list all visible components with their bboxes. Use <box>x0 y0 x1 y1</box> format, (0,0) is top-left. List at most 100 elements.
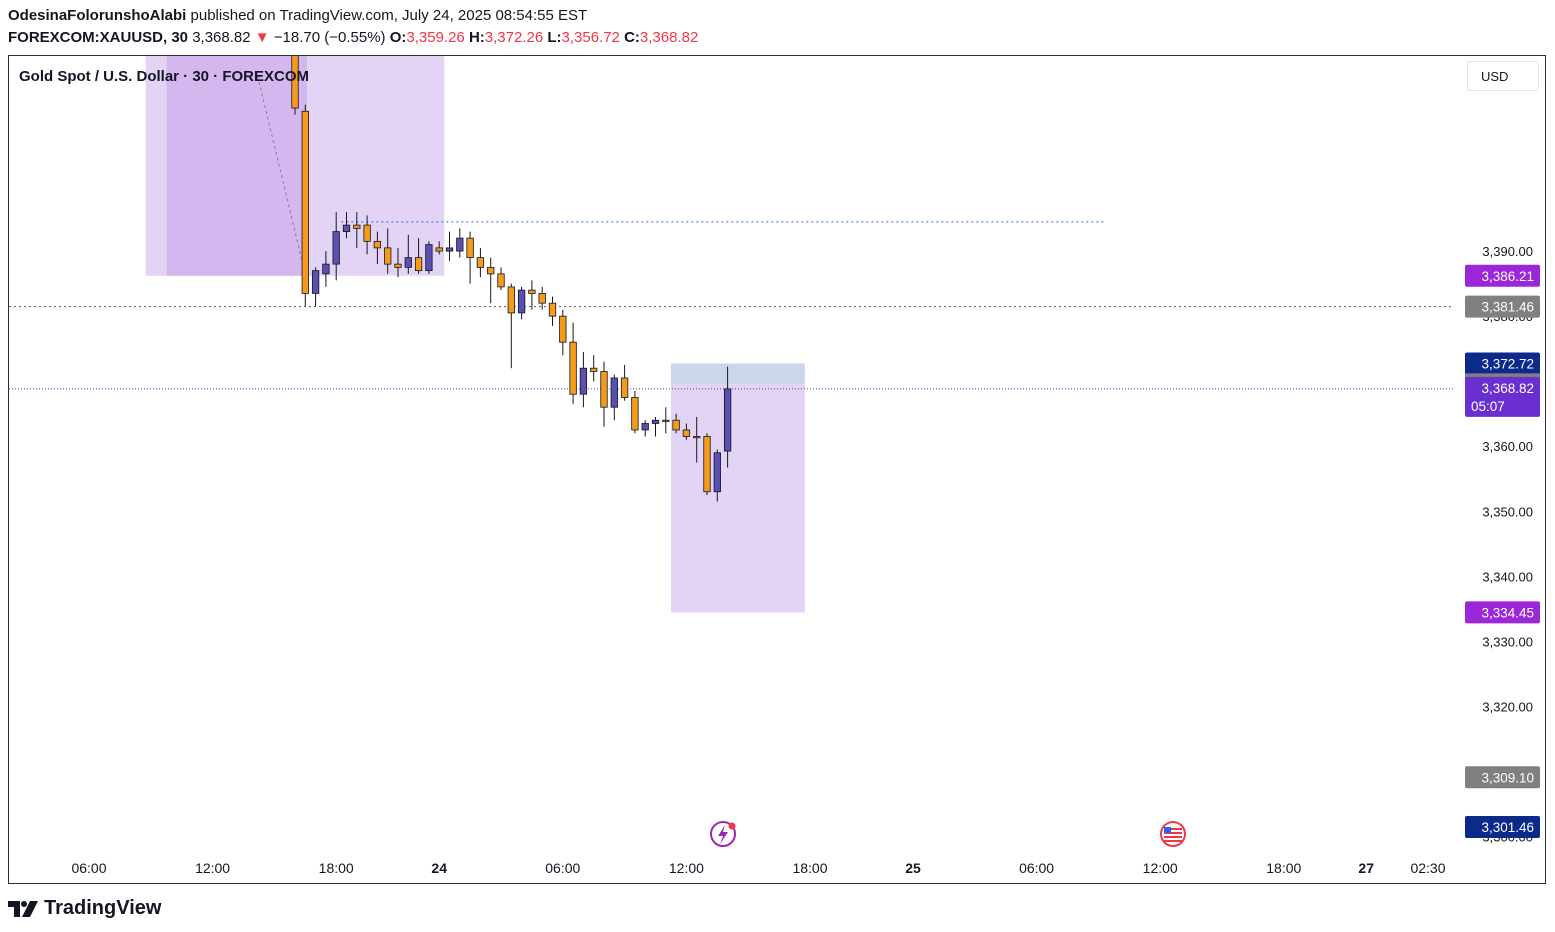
candle <box>528 280 536 310</box>
chart-frame[interactable]: 3,390.003,380.003,360.003,350.003,340.00… <box>8 55 1546 884</box>
candle <box>651 416 660 437</box>
candle <box>507 283 515 369</box>
candle <box>579 351 588 408</box>
low-value: 3,356.72 <box>561 29 620 46</box>
price-label-bg <box>1465 264 1540 287</box>
candle <box>322 251 330 287</box>
candle <box>476 247 485 278</box>
price-label-bg <box>1465 295 1540 318</box>
candle-body <box>662 419 670 422</box>
candle <box>384 228 392 274</box>
candle-body <box>394 263 402 268</box>
candle-body <box>363 224 371 242</box>
x-tick-label: 12:00 <box>669 860 704 876</box>
y-tick-label: 3,330.00 <box>1482 634 1533 649</box>
countdown-label: 05:07 <box>1471 399 1505 414</box>
x-tick-label: 06:00 <box>1019 860 1054 876</box>
symbol-info: FOREXCOM:XAUUSD, 30 3,368.82 ▼ −18.70 (−… <box>8 29 698 46</box>
last-price: 3,368.82 <box>192 29 251 46</box>
candle-body <box>497 273 505 288</box>
candle <box>693 416 701 463</box>
chart-title: Gold Spot / U.S. Dollar · 30 · FOREXCOM <box>19 68 310 85</box>
candle <box>631 390 639 434</box>
candle-body <box>682 429 691 437</box>
candle <box>435 241 443 255</box>
candle-body <box>641 423 649 431</box>
candle-body <box>456 237 464 252</box>
candle-body <box>579 367 588 395</box>
candle-body <box>425 244 433 272</box>
y-tick-label: 3,360.00 <box>1482 439 1533 454</box>
candle-body <box>404 257 412 268</box>
candle-body <box>528 289 536 294</box>
x-tick-label: 24 <box>431 860 447 876</box>
candle-body <box>322 263 330 275</box>
candle <box>353 212 361 248</box>
candle <box>414 238 423 274</box>
candle <box>487 257 495 304</box>
lightning-event-icon[interactable] <box>710 821 736 847</box>
x-tick-label: 02:30 <box>1410 860 1445 876</box>
candle-body <box>435 247 443 252</box>
candle <box>404 234 412 274</box>
x-tick-label: 18:00 <box>319 860 354 876</box>
candle <box>517 286 526 320</box>
candle <box>445 231 454 261</box>
candle <box>713 449 721 502</box>
close-label: C: <box>624 29 640 46</box>
open-label: O: <box>389 29 407 46</box>
price-label: 3,309.10 <box>1481 770 1534 785</box>
candle <box>425 241 433 274</box>
x-tick-label: 18:00 <box>792 860 827 876</box>
tradingview-logo-icon <box>8 900 38 917</box>
candle-body <box>620 377 629 398</box>
candle-body <box>559 315 567 343</box>
candle-body <box>590 367 598 372</box>
x-tick-label: 27 <box>1358 860 1374 876</box>
candle <box>662 407 670 434</box>
high-value: 3,372.26 <box>484 29 544 46</box>
candle-body <box>311 270 320 294</box>
candle-body <box>414 257 423 272</box>
candle <box>342 212 351 239</box>
tradingview-logo[interactable]: TradingView <box>8 897 161 920</box>
candle <box>559 309 567 356</box>
candle <box>590 355 598 382</box>
candle-body <box>610 377 618 408</box>
price-label-bg <box>1465 815 1540 838</box>
candle <box>466 231 474 284</box>
candle <box>538 286 546 310</box>
candle-body <box>353 224 361 229</box>
candle-body <box>538 292 546 304</box>
author-name[interactable]: OdesinaFolorunshoAlabi <box>8 7 187 24</box>
high-label: H: <box>468 29 485 46</box>
x-tick-label: 06:00 <box>71 860 106 876</box>
candle-body <box>548 302 557 317</box>
currency-button[interactable]: USD <box>1467 61 1539 91</box>
x-tick-label: 12:00 <box>1143 860 1178 876</box>
candle <box>723 366 732 468</box>
candle-body <box>517 289 526 314</box>
price-label: 3,381.46 <box>1481 300 1534 315</box>
price-label-bg <box>1465 376 1540 417</box>
x-tick-label: 12:00 <box>195 860 230 876</box>
candle-body <box>301 110 309 294</box>
price-axis <box>1454 56 1545 883</box>
candle <box>332 212 340 281</box>
x-tick-label: 18:00 <box>1266 860 1301 876</box>
candle <box>703 433 711 496</box>
x-tick-label: 06:00 <box>545 860 580 876</box>
candle-body <box>332 231 340 265</box>
publish-date: published on TradingView.com, July 24, 2… <box>190 7 588 24</box>
candle-body <box>466 237 474 259</box>
candle-body <box>373 240 382 249</box>
us-flag-event-icon[interactable] <box>1160 821 1186 847</box>
price-chart[interactable]: 3,390.003,380.003,360.003,350.003,340.00… <box>9 56 1545 883</box>
candle <box>373 231 382 265</box>
candle <box>641 420 649 437</box>
candle <box>548 296 557 326</box>
price-change: −18.70 (−0.55%) <box>273 29 386 46</box>
candle <box>497 267 505 291</box>
open-value: 3,359.26 <box>406 29 465 46</box>
candle-body <box>651 419 660 424</box>
